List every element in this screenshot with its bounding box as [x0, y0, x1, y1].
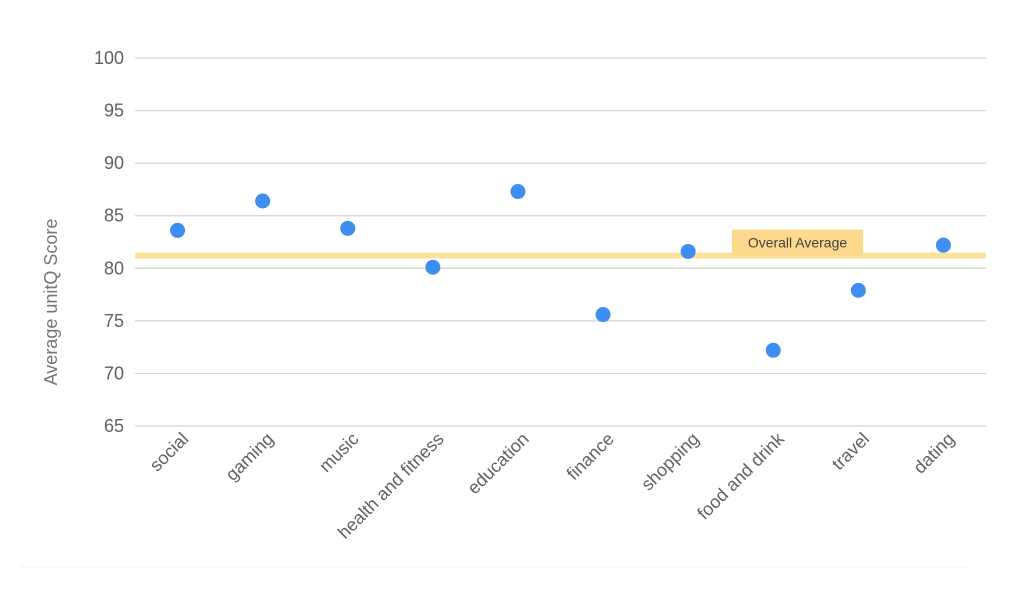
y-tick-label: 95	[104, 101, 124, 121]
overall-average-label: Overall Average	[748, 235, 848, 251]
y-tick-label: 85	[104, 206, 124, 226]
data-point-finance	[595, 307, 611, 323]
y-tick-label: 70	[104, 363, 124, 383]
data-points	[170, 184, 951, 358]
data-point-food-and-drink	[765, 342, 781, 358]
data-point-health-and-fitness	[425, 259, 441, 275]
data-point-education	[510, 184, 526, 200]
y-tick-label: 65	[104, 416, 124, 436]
x-tick-label: music	[315, 429, 362, 476]
y-tick-label: 90	[104, 153, 124, 173]
data-point-social	[170, 222, 186, 238]
overall-average-label-bg	[732, 229, 863, 256]
data-point-dating	[935, 237, 951, 253]
data-point-shopping	[680, 243, 696, 259]
data-point-music	[340, 220, 356, 236]
x-tick-label: finance	[563, 429, 618, 484]
overall-average-line: Overall Average	[135, 229, 986, 259]
y-tick-label: 100	[94, 48, 124, 68]
x-tick-label: dating	[909, 429, 958, 478]
y-axis-title: Average unitQ Score	[41, 219, 61, 386]
x-tick-label: travel	[828, 429, 873, 474]
y-axis-ticks: 65 70 75 80 85 90 95 100	[94, 48, 124, 436]
x-tick-label: social	[146, 429, 193, 476]
data-point-gaming	[255, 193, 271, 209]
y-tick-label: 75	[104, 311, 124, 331]
gridlines	[135, 57, 986, 427]
data-point-travel	[850, 282, 866, 298]
x-tick-label: gaming	[222, 429, 278, 485]
y-tick-label: 80	[104, 258, 124, 278]
x-tick-label: shopping	[637, 429, 703, 495]
x-tick-label: food and drink	[693, 428, 789, 524]
x-tick-label: education	[463, 429, 532, 498]
